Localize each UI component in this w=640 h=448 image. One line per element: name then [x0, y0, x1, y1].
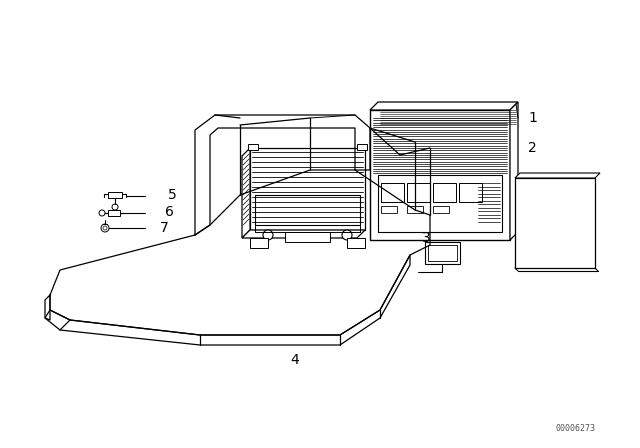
Polygon shape [108, 210, 120, 216]
Polygon shape [381, 206, 397, 213]
Polygon shape [459, 183, 482, 202]
Circle shape [99, 210, 105, 216]
Text: 5: 5 [168, 188, 177, 202]
Polygon shape [347, 238, 365, 248]
Polygon shape [428, 245, 457, 261]
Polygon shape [250, 148, 365, 230]
Polygon shape [242, 148, 250, 238]
Text: 2: 2 [528, 141, 537, 155]
Text: 7: 7 [160, 221, 169, 235]
Polygon shape [250, 238, 268, 248]
Polygon shape [255, 195, 360, 225]
Circle shape [342, 230, 352, 240]
Polygon shape [510, 102, 518, 240]
Polygon shape [370, 110, 510, 240]
Text: 3: 3 [422, 231, 431, 245]
Text: 4: 4 [290, 353, 299, 367]
Polygon shape [108, 192, 122, 198]
Polygon shape [433, 206, 449, 213]
Polygon shape [357, 144, 367, 150]
Circle shape [103, 226, 107, 230]
Polygon shape [433, 183, 456, 202]
Polygon shape [381, 183, 404, 202]
Text: 6: 6 [165, 205, 174, 219]
Circle shape [263, 230, 273, 240]
Polygon shape [515, 173, 600, 178]
Polygon shape [248, 144, 258, 150]
Circle shape [112, 204, 118, 210]
Polygon shape [285, 232, 330, 242]
Polygon shape [515, 178, 595, 268]
Polygon shape [407, 183, 430, 202]
Polygon shape [407, 206, 423, 213]
Polygon shape [242, 230, 365, 238]
Text: 1: 1 [528, 111, 537, 125]
Polygon shape [370, 102, 518, 110]
Polygon shape [378, 175, 502, 232]
Circle shape [101, 224, 109, 232]
Polygon shape [425, 242, 460, 264]
Text: 00006273: 00006273 [555, 423, 595, 432]
